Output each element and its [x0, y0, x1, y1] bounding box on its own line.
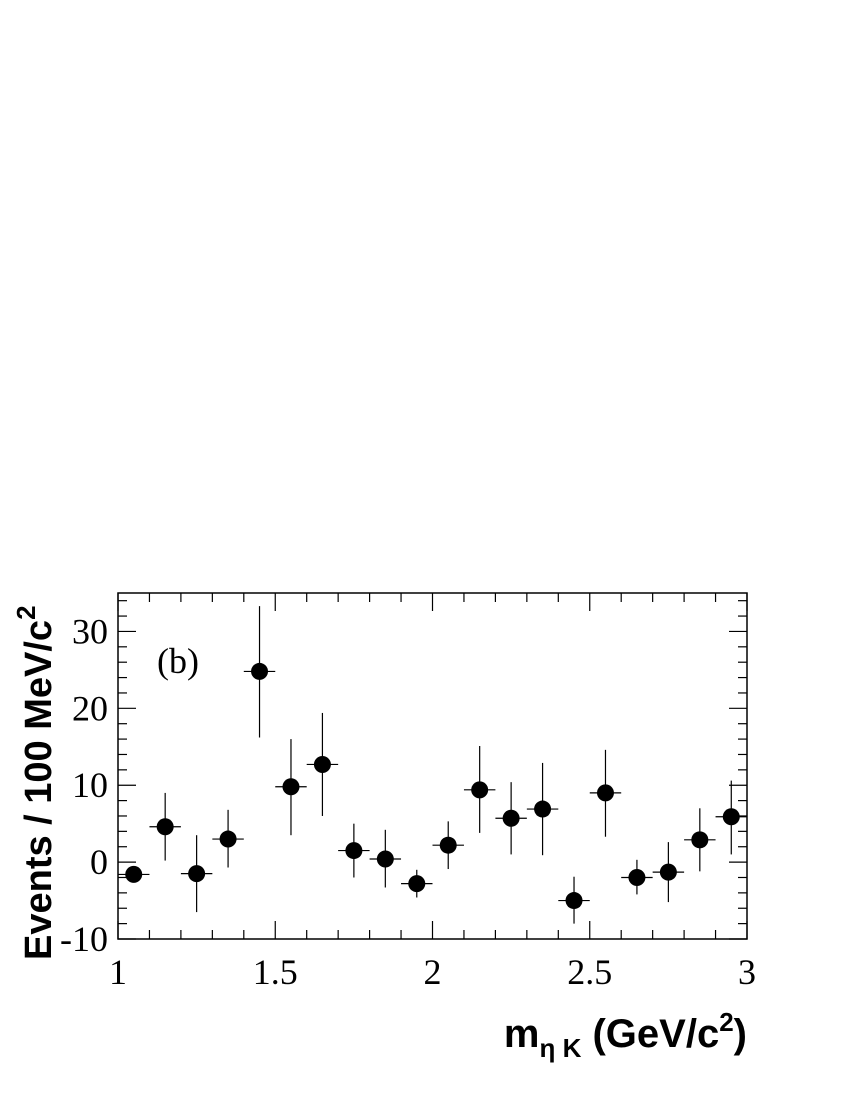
x-tick-label: 1 — [109, 952, 127, 992]
data-point — [243, 606, 276, 738]
data-marker — [156, 818, 174, 836]
data-point — [306, 712, 339, 816]
y-axis-title-main: Events / 100 MeV/c — [18, 620, 60, 960]
data-marker — [722, 808, 740, 826]
data-marker — [282, 778, 300, 796]
data-point — [149, 792, 181, 861]
data-marker — [628, 868, 646, 886]
y-tick-label: 10 — [72, 765, 108, 805]
x-axis-title-main: m — [504, 1012, 540, 1056]
data-points — [118, 606, 747, 924]
data-point — [558, 876, 590, 924]
data-marker — [596, 784, 614, 802]
data-point — [432, 821, 464, 870]
x-axis-title: mη K (GeV/c2) — [504, 1007, 747, 1063]
data-point — [212, 809, 244, 868]
data-marker — [439, 836, 457, 854]
x-axis-title-unit-close: ) — [734, 1012, 747, 1056]
data-marker — [313, 755, 331, 773]
y-tick-label: 0 — [90, 842, 108, 882]
x-tick-label: 2 — [424, 952, 442, 992]
data-marker — [345, 842, 363, 860]
data-marker — [534, 800, 552, 818]
y-tick-label: 20 — [72, 688, 108, 728]
data-marker — [219, 830, 237, 848]
data-marker — [408, 875, 426, 893]
x-axis-title-unit-open: (GeV/c — [581, 1012, 719, 1056]
data-marker — [251, 662, 269, 680]
axis-ticks — [117, 593, 748, 940]
data-marker — [125, 865, 143, 883]
data-point — [338, 823, 370, 878]
data-point — [684, 808, 716, 872]
y-tick-label: 30 — [72, 611, 108, 651]
y-axis-title-sup: 2 — [11, 605, 41, 619]
data-point — [180, 835, 213, 913]
panel-label: (b) — [157, 641, 199, 681]
x-tick-label: 1.5 — [253, 952, 298, 992]
data-point — [275, 739, 307, 836]
data-point — [118, 865, 150, 883]
x-tick-label: 2.5 — [567, 952, 612, 992]
x-tick-label: 3 — [738, 952, 756, 992]
data-point — [621, 859, 653, 895]
data-marker — [502, 809, 520, 827]
data-point — [401, 869, 433, 898]
data-marker — [659, 863, 677, 881]
data-marker — [376, 850, 394, 868]
data-point — [369, 829, 402, 888]
data-point — [495, 782, 527, 855]
data-point — [589, 749, 622, 837]
data-marker — [188, 865, 206, 883]
y-tick-label: -10 — [60, 919, 108, 959]
x-axis-title-sub: η K — [539, 1033, 581, 1063]
data-marker — [691, 831, 709, 849]
axis-tick-labels: 1 1.5 2 2.5 3 -10 0 10 20 30 — [60, 611, 756, 992]
data-marker — [565, 892, 583, 910]
data-point — [526, 762, 559, 856]
plot-frame — [117, 592, 748, 940]
x-axis-title-unit-sup: 2 — [719, 1007, 733, 1037]
y-axis-title: Events / 100 MeV/c2 — [11, 605, 60, 960]
data-point — [463, 746, 496, 833]
data-point — [652, 842, 685, 903]
data-point — [715, 780, 747, 855]
data-marker — [471, 781, 489, 799]
